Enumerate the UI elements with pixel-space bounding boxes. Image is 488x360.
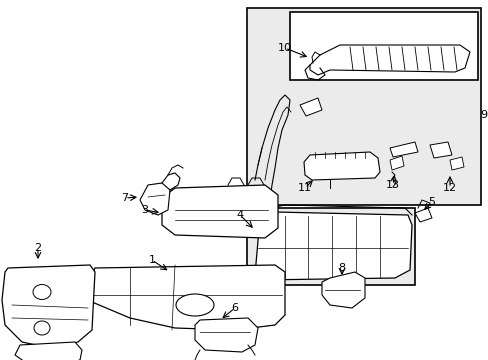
Polygon shape [389, 156, 403, 170]
Text: 11: 11 [297, 183, 311, 193]
Text: 5: 5 [427, 197, 435, 207]
Polygon shape [309, 45, 469, 75]
Polygon shape [254, 212, 411, 280]
Polygon shape [88, 265, 285, 330]
Polygon shape [414, 208, 431, 222]
Polygon shape [304, 152, 379, 180]
Ellipse shape [176, 294, 214, 316]
Polygon shape [389, 142, 417, 157]
Bar [246, 208, 414, 285]
Text: 8: 8 [338, 263, 345, 273]
Polygon shape [15, 342, 82, 360]
Text: 12: 12 [442, 183, 456, 193]
Bar [246, 8, 480, 205]
Text: 13: 13 [385, 180, 399, 190]
Text: 6: 6 [231, 303, 238, 313]
Polygon shape [321, 272, 364, 308]
Text: 10: 10 [278, 43, 291, 53]
Polygon shape [299, 98, 321, 116]
Text: 9: 9 [479, 110, 486, 120]
Text: 2: 2 [34, 243, 41, 253]
Ellipse shape [33, 284, 51, 300]
Polygon shape [162, 185, 278, 238]
Bar [289, 12, 477, 80]
Polygon shape [195, 318, 258, 352]
Polygon shape [140, 183, 170, 215]
Text: 4: 4 [236, 210, 243, 220]
Polygon shape [449, 157, 463, 170]
Polygon shape [2, 265, 95, 348]
Polygon shape [429, 142, 451, 158]
Text: 7: 7 [121, 193, 128, 203]
Text: 1: 1 [148, 255, 155, 265]
Text: 3: 3 [141, 205, 148, 215]
Ellipse shape [34, 321, 50, 335]
